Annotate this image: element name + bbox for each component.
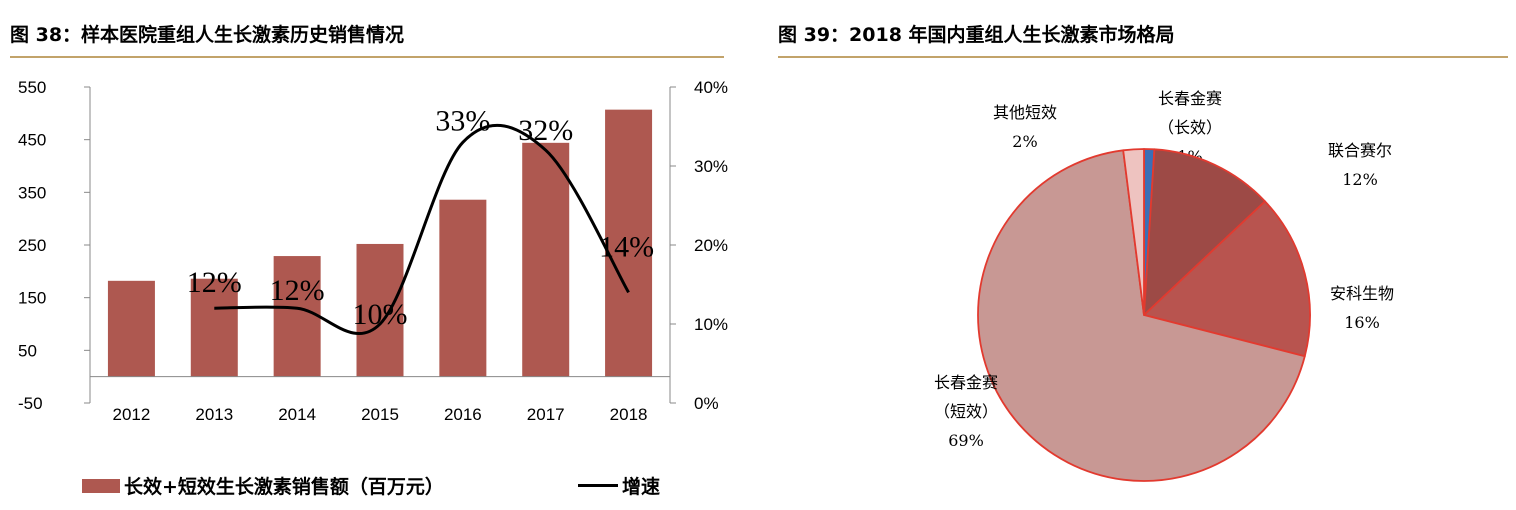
pie-slice-label: （短效）	[934, 402, 998, 421]
bar	[356, 243, 404, 377]
right-y-tick-label: 30%	[694, 157, 728, 176]
growth-data-label: 14%	[599, 230, 654, 263]
x-tick-label: 2018	[610, 405, 648, 424]
bar	[605, 109, 653, 377]
x-tick-label: 2015	[361, 405, 399, 424]
right-title-rule	[778, 56, 1508, 58]
growth-data-label: 10%	[353, 298, 408, 331]
bar	[107, 280, 155, 377]
growth-rate-line	[214, 124, 630, 336]
right-y-tick-label: 0%	[694, 394, 719, 413]
pie-slice	[1122, 148, 1145, 316]
pie-slice-label: 69%	[948, 431, 984, 450]
right-y-tick-label: 40%	[694, 78, 728, 97]
right-figure-title: 图 39：2018 年国内重组人生长激素市场格局	[778, 24, 1175, 46]
left-y-tick-label: -50	[18, 394, 43, 413]
left-y-tick-label: 450	[18, 131, 46, 150]
growth-data-label: 12%	[187, 266, 242, 299]
left-y-tick-label: 350	[18, 183, 46, 202]
pie-slice-label: 长春金赛	[934, 373, 998, 392]
x-tick-label: 2013	[195, 405, 233, 424]
legend-line-item: 增速	[578, 472, 660, 499]
pie-slice-label: 其他短效	[993, 103, 1057, 122]
legend-line-swatch	[578, 484, 618, 487]
growth-data-label: 12%	[270, 274, 325, 307]
left-y-tick-label: 150	[18, 289, 46, 308]
left-y-tick-label: 550	[18, 78, 46, 97]
legend-line-label: 增速	[622, 476, 661, 498]
pie-slice	[1143, 200, 1311, 358]
pie-slice-label: （长效）	[1158, 118, 1222, 137]
pie-slice-label: 2%	[1012, 132, 1037, 151]
sales-bar-line-chart: 550 450 350 250 150 50 -50 40% 30% 20% 10% 0% 2012 20…	[18, 78, 728, 424]
right-y-tick-label: 10%	[694, 315, 728, 334]
pie-slice	[1143, 148, 1266, 316]
pie-slice	[977, 149, 1306, 482]
x-tick-label: 2016	[444, 405, 482, 424]
legend-bar-swatch	[82, 478, 120, 493]
pie-slice-label: 安科生物	[1330, 284, 1394, 303]
x-tick-label: 2014	[278, 405, 316, 424]
left-title-rule	[10, 56, 724, 58]
left-y-tick-label: 50	[18, 341, 37, 360]
bar	[439, 199, 487, 377]
legend-bar-label: 长效+短效生长激素销售额（百万元）	[124, 476, 444, 498]
x-tick-label: 2017	[527, 405, 565, 424]
growth-data-label: 33%	[435, 104, 490, 137]
legend-bar-item: 长效+短效生长激素销售额（百万元）	[82, 472, 444, 499]
left-y-tick-label: 250	[18, 236, 46, 255]
pie-slice-label: 联合赛尔	[1328, 141, 1392, 160]
growth-data-label: 32%	[518, 114, 573, 147]
bar	[190, 278, 238, 377]
pie-slice-label: 12%	[1342, 170, 1378, 189]
right-y-tick-label: 20%	[694, 236, 728, 255]
pie-slice-label: 1%	[1177, 147, 1202, 166]
bar	[273, 256, 321, 377]
x-tick-label: 2012	[113, 405, 151, 424]
pie-slice-label: 16%	[1344, 313, 1380, 332]
bar	[522, 142, 570, 377]
pie-slice	[1143, 148, 1156, 316]
pie-slice-label: 长春金赛	[1158, 89, 1222, 108]
left-figure-title: 图 38：样本医院重组人生长激素历史销售情况	[10, 24, 405, 46]
